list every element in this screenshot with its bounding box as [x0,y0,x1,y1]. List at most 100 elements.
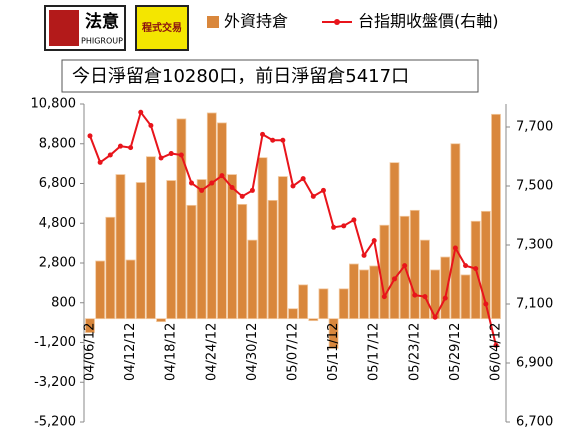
line-point [361,252,367,258]
line-point [300,176,306,182]
line-point [117,143,123,149]
line-point [239,193,245,199]
y-tick-label: 4,800 [39,216,76,231]
bar [450,143,461,320]
line-point [158,155,164,161]
bar [379,224,390,320]
line-point [392,276,397,282]
x-tick-label: 05/17/12 [367,323,382,381]
line-point [463,263,469,269]
bar [135,182,146,320]
line-point [178,152,184,158]
y-tick-label: 6,800 [39,176,76,191]
bar [328,318,339,349]
y2-tick-label: 6,900 [516,356,553,371]
bar [298,284,309,320]
bar [125,259,136,320]
line-point [412,292,418,298]
bar [277,176,288,320]
y-tick-label: 8,800 [39,136,76,151]
x-tick-label: 05/23/12 [407,323,422,381]
y-tick-label: -3,200 [34,375,76,390]
bar [257,157,268,320]
line-point [97,159,103,165]
bar [460,274,471,320]
legend-label: 台指期收盤價(右軸) [358,12,499,31]
bar [156,318,166,323]
line-point [442,295,448,301]
bar [369,265,380,320]
bar [348,263,359,320]
bar [145,156,156,320]
y2-tick-label: 7,700 [516,120,553,135]
bar [491,113,501,320]
line-point [199,187,205,193]
logo-text: 法意 [85,11,119,32]
x-tick-label: 04/12/12 [123,323,138,381]
logo-frame [135,5,189,51]
bar [359,269,369,320]
legend-swatch [334,19,340,25]
bar [308,318,319,322]
line-point [280,137,286,143]
bar [267,199,278,320]
x-tick-label: 05/07/12 [286,323,301,381]
bar [176,118,187,320]
line-point [270,137,276,143]
y2-tick-label: 7,500 [516,179,553,194]
line-point [341,223,347,229]
bar [217,122,227,320]
bar [206,112,217,320]
logo-text: 程式交易 [142,21,182,34]
line-point [168,151,174,157]
y-tick-label: 800 [51,295,76,310]
bar [105,216,116,320]
bar [288,308,298,320]
bar [318,288,329,320]
bar [409,209,420,320]
legend-label: 外資持倉 [224,12,288,31]
x-tick-label: 05/29/12 [448,323,463,381]
bar [389,162,400,320]
bar [247,239,258,320]
x-tick-label: 04/30/12 [245,323,260,381]
line-point [189,180,194,186]
line-point [493,342,499,348]
bar [186,204,197,320]
line-point [320,187,326,193]
line-point [483,301,489,307]
bar [338,288,349,320]
logo-product: 程式交易 [135,5,189,51]
x-tick-label: 06/04/12 [489,323,504,381]
bar [227,174,238,320]
bar [420,239,430,320]
line-point [432,314,438,320]
bar [166,180,177,320]
line-point [452,245,458,251]
line-point [371,238,377,244]
bar [85,318,95,333]
line-point [219,173,225,179]
line-point [107,152,113,158]
bar [115,174,126,320]
legend-swatch [207,16,219,28]
y-tick-label: -5,200 [34,415,76,430]
bar [95,260,106,320]
y2-tick-label: 7,300 [516,238,553,253]
annotation: 今日淨留倉10280口，前日淨留倉5417口 [72,66,409,87]
line-point [138,109,144,115]
line-point [402,263,408,269]
line-point [87,133,93,139]
line-point [310,193,316,199]
bar [440,256,451,320]
line-point [351,217,357,223]
bar [480,210,491,320]
bar [237,203,248,320]
y-tick-label: 10,800 [31,97,77,112]
y2-tick-label: 6,700 [516,415,553,430]
annotation-box [61,59,479,93]
line-point [422,294,428,300]
x-tick-label: 04/18/12 [164,323,179,381]
line-point [260,131,266,137]
